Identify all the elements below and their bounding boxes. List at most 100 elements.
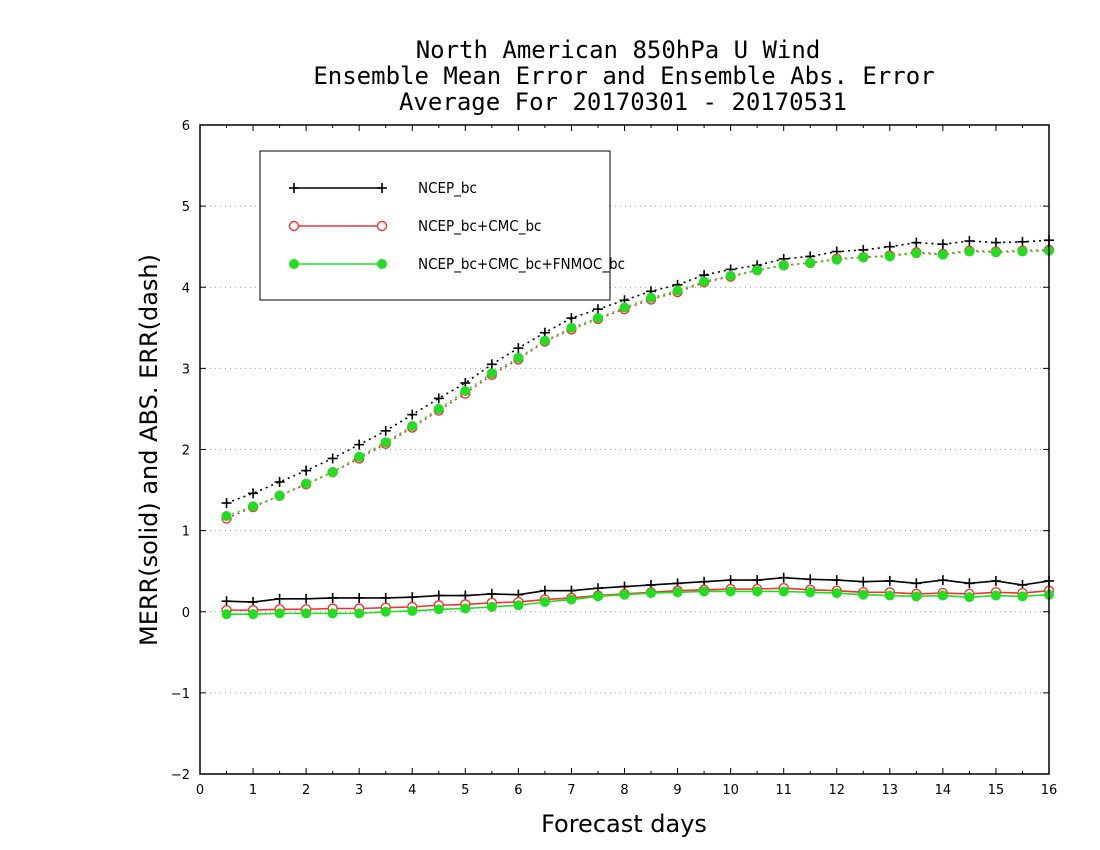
- data-point-plus: [486, 359, 497, 370]
- data-point-filled-circle: [646, 292, 657, 303]
- data-point-filled-circle: [619, 302, 630, 313]
- data-point-filled-circle: [539, 335, 550, 346]
- data-point-plus: [752, 575, 763, 586]
- data-point-filled-circle: [354, 608, 365, 619]
- data-point-open-circle: [376, 220, 388, 232]
- data-point-filled-circle: [274, 490, 285, 501]
- title: North American 850hPa U Wind Ensemble Me…: [313, 36, 934, 116]
- merr-line: [226, 590, 1050, 615]
- data-point-plus: [937, 575, 948, 586]
- data-point-filled-circle: [221, 511, 232, 522]
- data-point-plus: [486, 588, 497, 599]
- data-point-filled-circle: [699, 586, 710, 597]
- data-point-plus: [433, 393, 444, 404]
- data-point-filled-circle: [407, 420, 418, 431]
- merr-line: [226, 576, 1050, 603]
- x-tick-label: 16: [1041, 783, 1058, 798]
- data-point-filled-circle: [433, 403, 444, 414]
- x-tick-label: 9: [673, 783, 681, 798]
- data-point-plus: [221, 596, 232, 607]
- data-point-filled-circle: [778, 260, 789, 271]
- data-point-filled-circle: [274, 608, 285, 619]
- data-point-plus: [221, 498, 232, 509]
- legend-label: NCEP_bc+CMC_bc+FNMOC_bc: [418, 255, 625, 274]
- series-1: [221, 235, 1054, 608]
- data-point-plus: [1017, 236, 1028, 247]
- data-point-plus: [301, 593, 312, 604]
- data-point-plus: [407, 409, 418, 420]
- data-point-filled-circle: [354, 451, 365, 462]
- data-point-filled-circle: [672, 587, 683, 598]
- data-point-filled-circle: [725, 270, 736, 281]
- y-tick-label: 6: [182, 119, 190, 134]
- series-2: [221, 244, 1055, 616]
- data-point-plus: [858, 576, 869, 587]
- y-tick-label: −2: [171, 768, 190, 783]
- data-point-filled-circle: [884, 251, 895, 262]
- data-point-filled-circle: [964, 592, 975, 603]
- plot-frame: [199, 124, 1050, 775]
- data-point-filled-circle: [937, 590, 948, 601]
- data-point-filled-circle: [805, 587, 816, 598]
- data-point-filled-circle: [592, 313, 603, 324]
- data-point-plus: [301, 465, 312, 476]
- data-point-filled-circle: [486, 368, 497, 379]
- data-point-filled-circle: [301, 608, 312, 619]
- data-point-filled-circle: [539, 597, 550, 608]
- data-point-filled-circle: [248, 609, 259, 620]
- x-tick-label: 3: [355, 783, 363, 798]
- legend-entry: NCEP_bc+CMC_bc: [288, 217, 541, 236]
- x-tick-label: 15: [988, 783, 1005, 798]
- y-tick-label: 1: [182, 525, 190, 540]
- x-tick-label: 14: [935, 783, 952, 798]
- x-tick-label: 6: [514, 783, 522, 798]
- legend-label: NCEP_bc+CMC_bc: [418, 217, 541, 236]
- y-axis-label: MERR(solid) and ABS. ERR(dash): [135, 254, 163, 646]
- series-3: [221, 245, 1054, 620]
- data-point-filled-circle: [407, 605, 418, 616]
- data-point-plus: [354, 592, 365, 603]
- data-point-filled-circle: [619, 589, 630, 600]
- data-point-filled-circle: [752, 265, 763, 276]
- data-point-filled-circle: [805, 257, 816, 268]
- data-point-filled-circle: [646, 588, 657, 599]
- data-point-filled-circle: [221, 609, 232, 620]
- legend-entry: NCEP_bc: [289, 179, 477, 198]
- abs-err-line: [226, 239, 1050, 504]
- y-tick-label: 4: [182, 281, 190, 296]
- data-point-plus: [592, 304, 603, 315]
- data-point-plus: [460, 590, 471, 601]
- data-point-filled-circle: [725, 586, 736, 597]
- data-point-filled-circle: [327, 467, 338, 478]
- data-point-plus: [248, 488, 259, 499]
- data-point-plus: [990, 237, 1001, 248]
- data-point-plus: [274, 593, 285, 604]
- title-line-2: Ensemble Mean Error and Ensemble Abs. Er…: [313, 62, 934, 90]
- data-point-plus: [884, 241, 895, 252]
- data-point-plus: [274, 476, 285, 487]
- data-point-filled-circle: [327, 608, 338, 619]
- data-point-filled-circle: [1017, 591, 1028, 602]
- data-point-plus: [380, 425, 391, 436]
- data-point-plus: [539, 585, 550, 596]
- data-point-open-circle: [288, 220, 300, 232]
- data-point-filled-circle: [380, 606, 391, 617]
- merr-line: [226, 587, 1050, 611]
- data-point-filled-circle: [513, 600, 524, 611]
- data-point-filled-circle: [513, 352, 524, 363]
- legend: NCEP_bc NCEP_bc+CMC_bc NCEP_bc+CMC_bc+FNMO…: [259, 150, 625, 301]
- data-point-filled-circle: [884, 590, 895, 601]
- x-tick-label: 4: [408, 783, 416, 798]
- data-point-filled-circle: [752, 586, 763, 597]
- data-point-filled-circle: [858, 252, 869, 263]
- x-tick-label: 10: [722, 783, 739, 798]
- data-point-filled-circle: [778, 586, 789, 597]
- x-tick-label: 1: [249, 783, 257, 798]
- data-point-plus: [289, 183, 299, 193]
- data-point-filled-circle: [380, 437, 391, 448]
- data-point-plus: [911, 578, 922, 589]
- data-point-plus: [433, 590, 444, 601]
- data-point-plus: [725, 575, 736, 586]
- data-point-filled-circle: [858, 589, 869, 600]
